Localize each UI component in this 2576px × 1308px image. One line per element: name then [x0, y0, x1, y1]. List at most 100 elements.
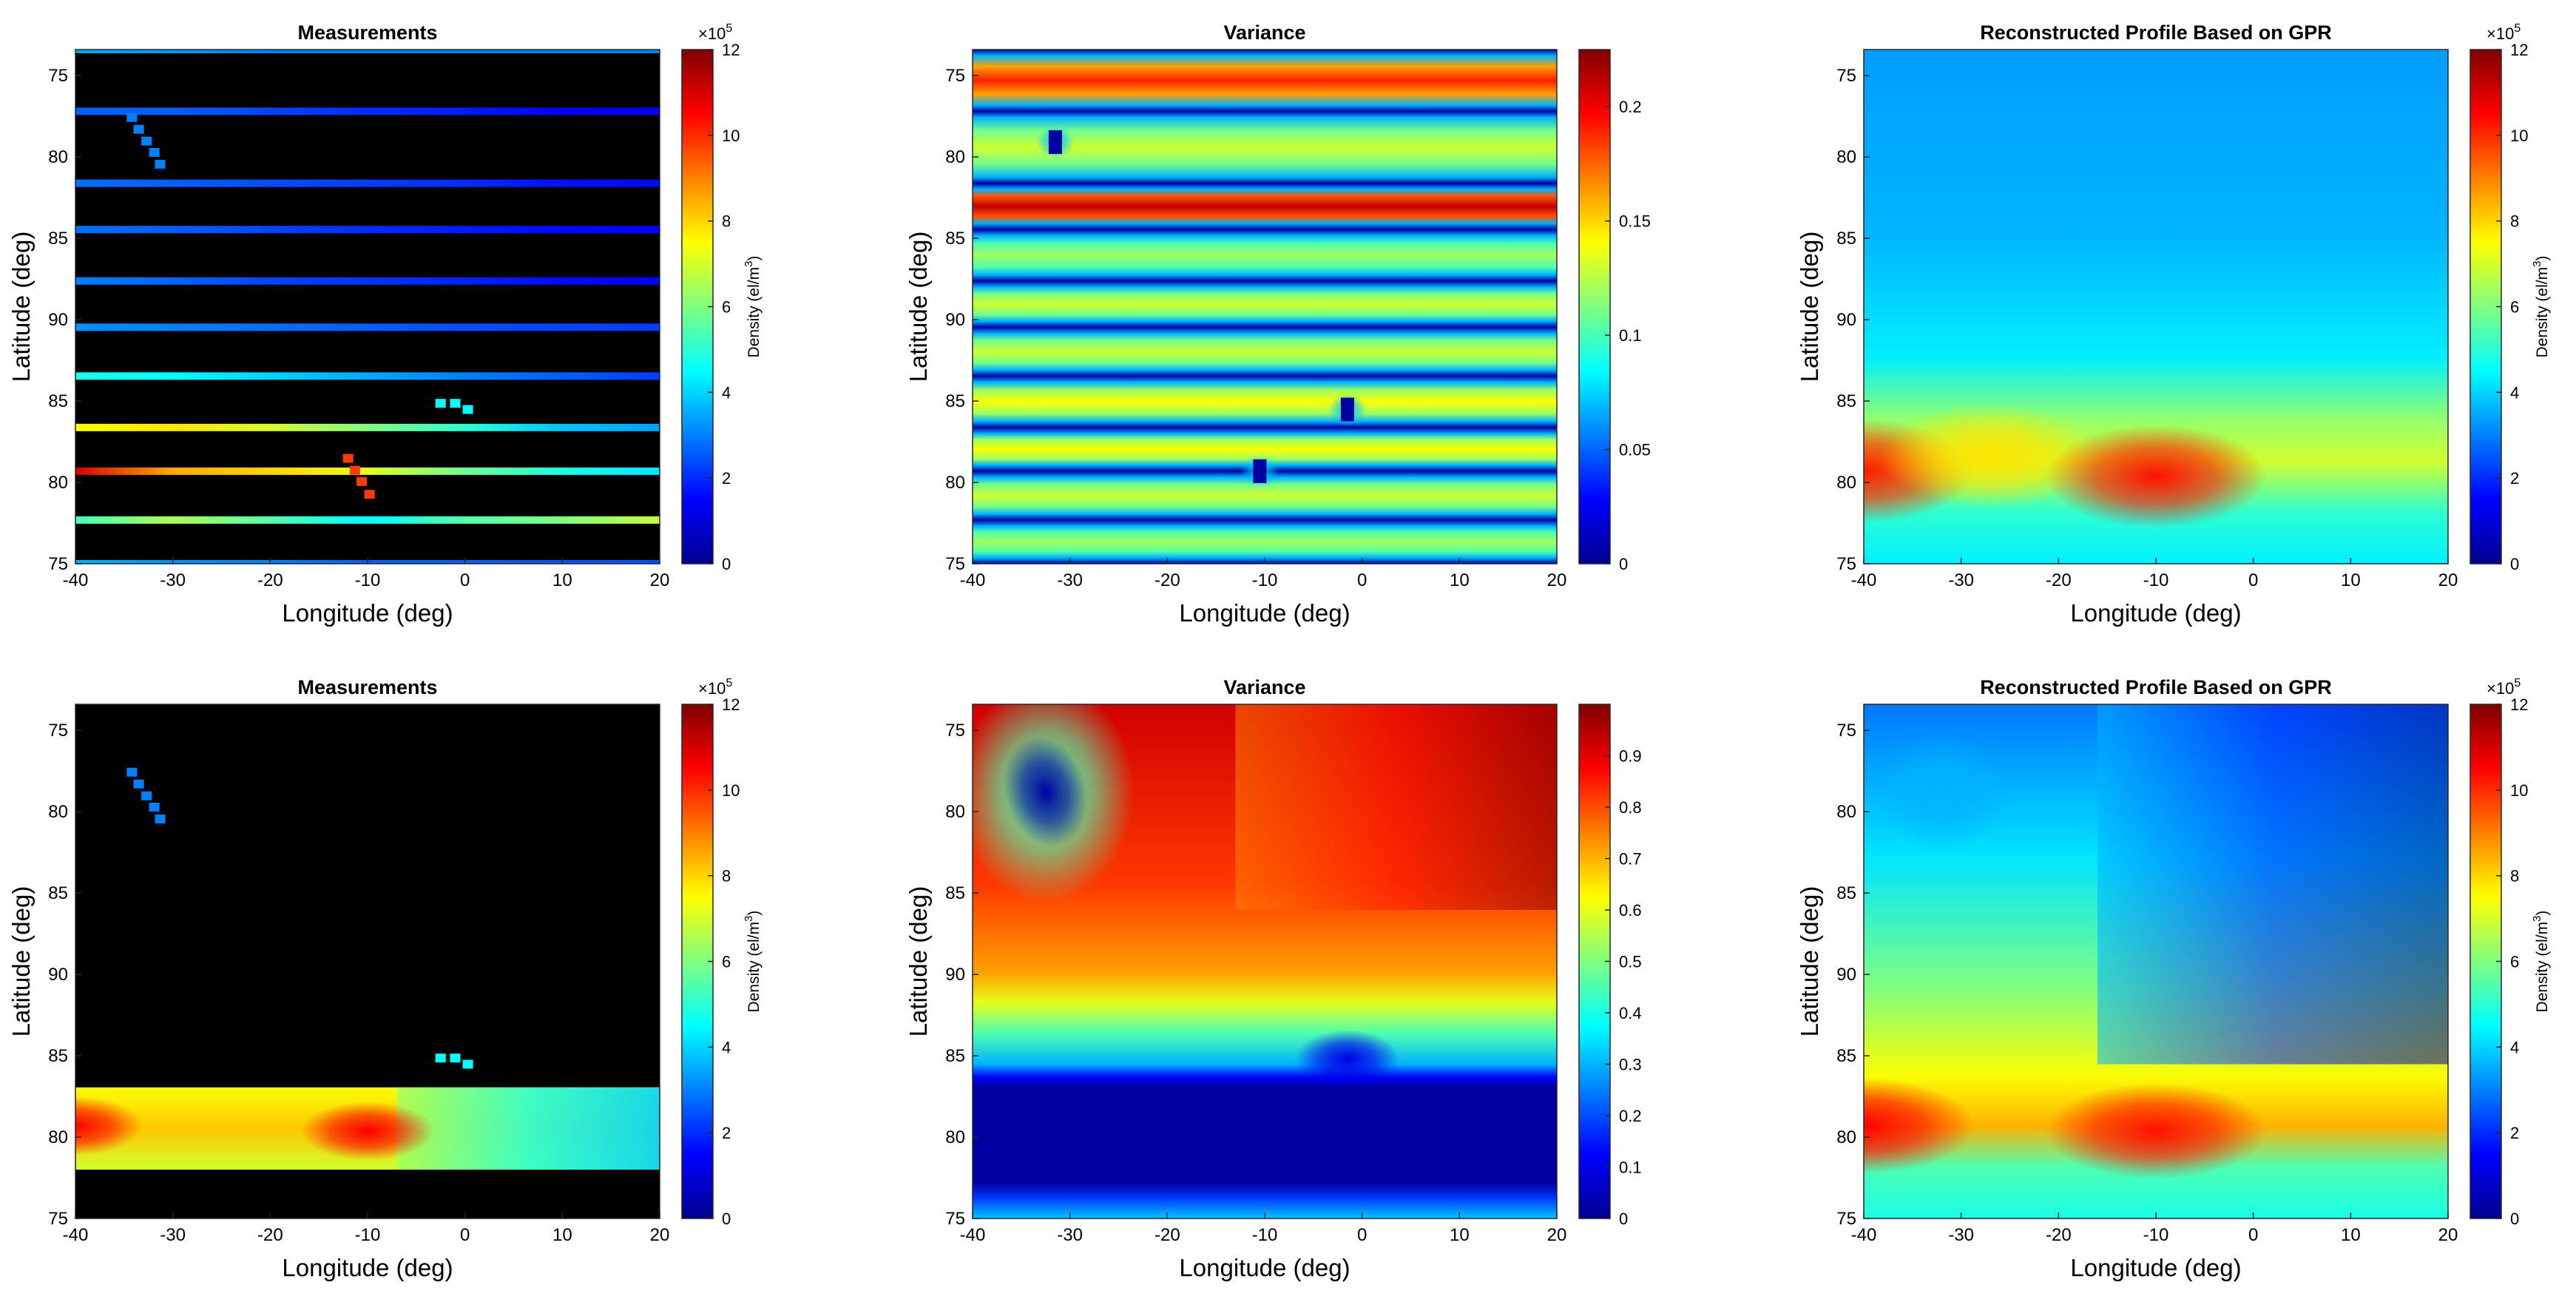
- y-tick-label: 75: [48, 554, 68, 574]
- colorbar-tick-label: 0: [1619, 555, 1628, 573]
- x-tick-label: 0: [460, 570, 470, 590]
- measurement-track: [75, 323, 660, 331]
- measurement-pixel: [149, 148, 160, 157]
- y-tick-label: 75: [48, 66, 68, 86]
- measurement-band-east: [396, 1087, 660, 1170]
- y-tick-label: 85: [945, 391, 965, 411]
- y-tick-label: 90: [1836, 965, 1856, 985]
- y-tick-label: 80: [1836, 1127, 1856, 1147]
- x-tick-label: 10: [2341, 1225, 2361, 1245]
- y-tick-label: 90: [945, 965, 965, 985]
- x-tick-label: -20: [1155, 570, 1180, 590]
- y-tick-label: 75: [1836, 721, 1856, 741]
- y-tick-label: 85: [1836, 1046, 1856, 1066]
- x-tick-label: -10: [355, 570, 381, 590]
- x-tick-label: 0: [1357, 1225, 1367, 1245]
- y-tick-label: 85: [48, 1046, 68, 1066]
- chart-title: Reconstructed Profile Based on GPR: [1980, 676, 2332, 698]
- y-axis-label: Latitude (deg): [1796, 232, 1823, 382]
- x-tick-label: -10: [2143, 570, 2169, 590]
- x-tick-label: 20: [2438, 1225, 2458, 1245]
- colorbar-tick-label: 4: [722, 1038, 731, 1056]
- variance-hole: [1340, 397, 1354, 422]
- missing-data-background: [75, 50, 660, 564]
- colorbar-tick-label: 10: [722, 781, 740, 800]
- y-tick-label: 85: [1836, 391, 1856, 411]
- colorbar-exponent: ×105: [698, 22, 732, 43]
- gpr-measurement-influence: [1875, 732, 2009, 852]
- colorbar-tick-label: 12: [2510, 695, 2528, 714]
- gpr-shade: [2097, 704, 2448, 1065]
- y-tick-label: 80: [48, 802, 68, 822]
- colorbar-tick-label: 6: [2510, 298, 2519, 317]
- measurement-band-peak: [301, 1101, 434, 1161]
- colorbar-label: Density (el/m3): [2531, 911, 2551, 1013]
- measurement-pixel: [155, 159, 166, 169]
- x-axis-label: Longitude (deg): [282, 599, 453, 627]
- measurement-pixel: [133, 124, 144, 134]
- measurement-pixel: [126, 112, 138, 122]
- colorbar-tick-label: 2: [2510, 469, 2519, 488]
- colorbar: [1578, 49, 1611, 564]
- colorbar-label: Density (el/m3): [2531, 256, 2551, 358]
- x-tick-label: -20: [257, 1225, 283, 1245]
- chart-title: Variance: [1223, 21, 1305, 44]
- colorbar-exponent: ×105: [698, 677, 732, 698]
- y-tick-label: 75: [1836, 554, 1856, 574]
- measurement-pixel: [141, 136, 152, 146]
- colorbar-tick-label: 0: [722, 1210, 731, 1228]
- colorbar-tick-label: 8: [722, 867, 731, 886]
- x-tick-label: -20: [257, 570, 283, 590]
- colorbar-tick-label: 0.6: [1619, 901, 1642, 920]
- colorbar-label: Density (el/m3): [743, 911, 763, 1013]
- x-tick-label: -20: [1155, 1225, 1180, 1245]
- x-tick-label: -20: [2046, 1225, 2072, 1245]
- colorbar-tick-label: 10: [2510, 781, 2528, 800]
- y-tick-label: 80: [1836, 147, 1856, 167]
- colorbar-tick-label: 4: [2510, 383, 2519, 402]
- x-tick-label: 0: [1357, 570, 1367, 590]
- y-tick-label: 75: [945, 554, 965, 574]
- x-tick-label: -40: [63, 1225, 89, 1245]
- plot-area: [75, 50, 660, 564]
- variance-hole: [1048, 130, 1062, 155]
- variance-hole: [1253, 459, 1267, 483]
- x-tick-label: -40: [63, 570, 89, 590]
- x-tick-label: 10: [2341, 570, 2361, 590]
- y-tick-label: 85: [1836, 883, 1856, 903]
- measurement-pixel: [149, 803, 160, 812]
- x-tick-label: -30: [1948, 1225, 1974, 1245]
- measurement-pixel: [435, 1054, 446, 1063]
- colorbar-exponent: ×105: [2487, 22, 2521, 43]
- measurement-track: [75, 107, 660, 115]
- measurement-track: [75, 372, 660, 380]
- y-tick-label: 75: [945, 1209, 965, 1229]
- measurement-pixel: [435, 399, 446, 408]
- colorbar-tick-label: 8: [2510, 867, 2519, 886]
- gpr-density-peak: [1864, 1077, 1975, 1174]
- colorbar-tick-label: 10: [722, 127, 740, 145]
- colorbar-tick-label: 0.4: [1619, 1004, 1642, 1022]
- x-tick-label: 0: [2248, 570, 2258, 590]
- colorbar-tick-label: 0: [2510, 1210, 2519, 1228]
- colorbar-label: Density (el/m3): [743, 256, 763, 358]
- gpr-density-peak: [2045, 1082, 2267, 1179]
- measurement-track: [75, 179, 660, 187]
- colorbar-tick-label: 10: [2510, 127, 2528, 145]
- colorbar-tick-label: 0: [1619, 1210, 1628, 1228]
- y-tick-label: 90: [48, 310, 68, 330]
- plot-area: [973, 50, 1557, 564]
- x-axis-label: Longitude (deg): [2070, 1254, 2241, 1281]
- measurement-pixel: [126, 767, 138, 777]
- y-tick-label: 85: [945, 229, 965, 249]
- measurement-pixel: [450, 399, 461, 408]
- colorbar-tick-label: 0: [2510, 555, 2519, 573]
- y-axis-label: Latitude (deg): [1796, 886, 1823, 1037]
- x-tick-label: 20: [1547, 570, 1567, 590]
- measurement-pixel: [133, 779, 144, 789]
- colorbar-tick-label: 0.9: [1619, 747, 1642, 766]
- x-tick-label: 20: [1547, 1225, 1567, 1245]
- x-tick-label: -30: [160, 570, 186, 590]
- y-tick-label: 80: [48, 473, 68, 493]
- y-tick-label: 80: [945, 1127, 965, 1147]
